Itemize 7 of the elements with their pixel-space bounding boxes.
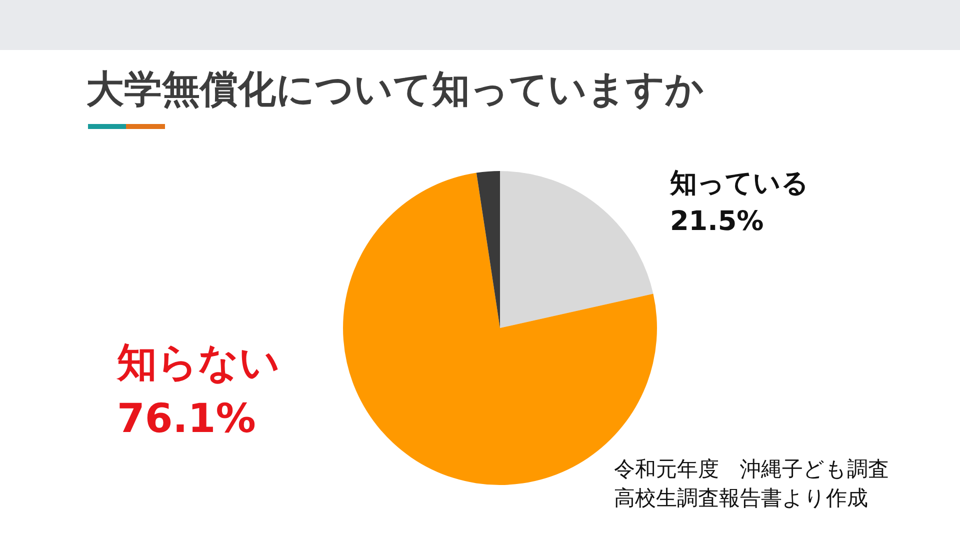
- slice-label: 知っている: [670, 167, 809, 201]
- chart-title: 大学無償化について知っていますか: [86, 66, 704, 113]
- text: 高校生調査報告書より作成: [614, 485, 869, 512]
- text: 令和元年度 沖縄子ども調査: [614, 456, 889, 483]
- data-label: 21.5%: [670, 204, 765, 239]
- slice-label: 知らない: [117, 339, 280, 388]
- data-label: 76.1%: [117, 395, 257, 444]
